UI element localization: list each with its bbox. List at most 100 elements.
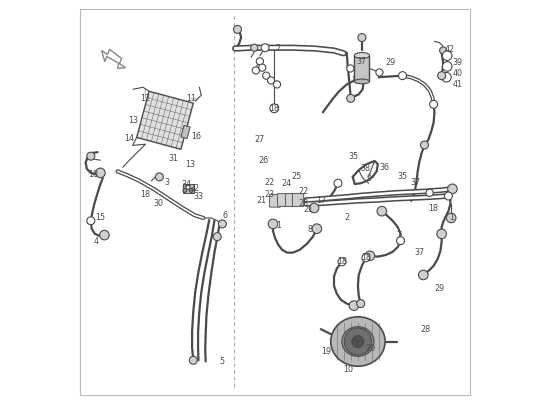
- Text: 38: 38: [361, 164, 371, 174]
- FancyBboxPatch shape: [277, 194, 289, 206]
- Text: 40: 40: [453, 69, 463, 78]
- Text: 29: 29: [386, 58, 395, 67]
- Text: 41: 41: [453, 80, 463, 89]
- Text: 35: 35: [398, 172, 408, 181]
- Text: 22: 22: [265, 178, 274, 186]
- Text: 12: 12: [140, 94, 151, 103]
- Circle shape: [419, 270, 428, 280]
- Circle shape: [87, 152, 95, 160]
- Circle shape: [268, 219, 278, 229]
- Text: 22: 22: [299, 187, 309, 196]
- Circle shape: [376, 69, 383, 76]
- Polygon shape: [136, 91, 193, 149]
- Circle shape: [270, 104, 279, 113]
- Circle shape: [437, 229, 447, 239]
- Text: 24: 24: [281, 179, 291, 188]
- Circle shape: [421, 141, 428, 149]
- Ellipse shape: [331, 317, 385, 366]
- Circle shape: [365, 251, 375, 260]
- Circle shape: [334, 179, 342, 187]
- Text: 2: 2: [344, 214, 349, 222]
- Text: 28: 28: [421, 325, 431, 334]
- Circle shape: [267, 77, 274, 84]
- FancyBboxPatch shape: [80, 9, 470, 395]
- Text: 3: 3: [164, 178, 169, 186]
- Circle shape: [362, 254, 370, 262]
- Text: 5: 5: [219, 357, 224, 366]
- Circle shape: [189, 188, 193, 192]
- Circle shape: [349, 301, 359, 310]
- Text: 37: 37: [357, 57, 367, 66]
- Circle shape: [346, 65, 354, 72]
- FancyBboxPatch shape: [293, 194, 304, 206]
- Text: 21: 21: [257, 196, 267, 205]
- Text: 13: 13: [129, 116, 139, 125]
- Text: 37: 37: [410, 178, 420, 186]
- Circle shape: [96, 168, 105, 178]
- Circle shape: [442, 72, 451, 82]
- Circle shape: [344, 328, 371, 355]
- Text: 20: 20: [366, 344, 376, 353]
- Circle shape: [218, 220, 227, 228]
- Circle shape: [346, 94, 355, 102]
- Text: 33: 33: [194, 192, 204, 200]
- Circle shape: [309, 203, 319, 213]
- Text: 6: 6: [223, 212, 228, 220]
- FancyBboxPatch shape: [285, 194, 296, 206]
- Circle shape: [444, 192, 453, 200]
- Text: 25: 25: [292, 172, 302, 181]
- Circle shape: [377, 206, 387, 216]
- Circle shape: [263, 72, 270, 79]
- Text: 30: 30: [153, 200, 163, 208]
- Text: 11: 11: [186, 94, 196, 103]
- Ellipse shape: [354, 79, 370, 84]
- Circle shape: [439, 47, 447, 54]
- Text: 1: 1: [449, 214, 454, 222]
- Circle shape: [213, 233, 221, 241]
- Circle shape: [100, 230, 109, 240]
- FancyBboxPatch shape: [270, 194, 280, 207]
- Circle shape: [442, 51, 452, 60]
- Text: 31: 31: [168, 154, 178, 163]
- Circle shape: [261, 44, 269, 52]
- Circle shape: [251, 44, 258, 51]
- Circle shape: [447, 213, 456, 223]
- Text: 18: 18: [337, 257, 347, 266]
- Circle shape: [358, 34, 366, 42]
- Ellipse shape: [342, 327, 374, 356]
- Text: 10: 10: [343, 365, 353, 374]
- Text: 42: 42: [444, 45, 455, 54]
- Text: 17: 17: [316, 196, 326, 205]
- Circle shape: [399, 72, 406, 80]
- Text: 36: 36: [379, 163, 389, 172]
- Circle shape: [438, 72, 446, 80]
- Text: 13: 13: [185, 160, 195, 169]
- Bar: [354, 56, 370, 82]
- Text: 34: 34: [182, 180, 191, 189]
- Circle shape: [397, 237, 405, 245]
- Text: 8: 8: [307, 225, 312, 234]
- Text: 19: 19: [321, 347, 331, 356]
- Text: 4: 4: [94, 237, 99, 246]
- Text: 15: 15: [95, 214, 106, 222]
- Circle shape: [256, 58, 263, 65]
- Circle shape: [338, 258, 346, 266]
- Circle shape: [442, 62, 452, 71]
- Text: 18: 18: [428, 204, 438, 213]
- Text: 9: 9: [366, 174, 371, 182]
- Circle shape: [87, 217, 95, 225]
- Text: 7: 7: [396, 231, 401, 240]
- Text: 32: 32: [189, 184, 200, 193]
- Bar: [183, 184, 194, 193]
- Circle shape: [448, 184, 457, 194]
- Text: 39: 39: [453, 58, 463, 67]
- Text: 23: 23: [299, 199, 309, 208]
- Text: 26: 26: [259, 156, 269, 166]
- Text: 16: 16: [191, 132, 201, 141]
- Text: 21: 21: [304, 206, 314, 214]
- Ellipse shape: [354, 52, 370, 58]
- Circle shape: [426, 189, 433, 196]
- Circle shape: [183, 188, 187, 192]
- Circle shape: [352, 335, 364, 348]
- Text: 18: 18: [269, 104, 279, 113]
